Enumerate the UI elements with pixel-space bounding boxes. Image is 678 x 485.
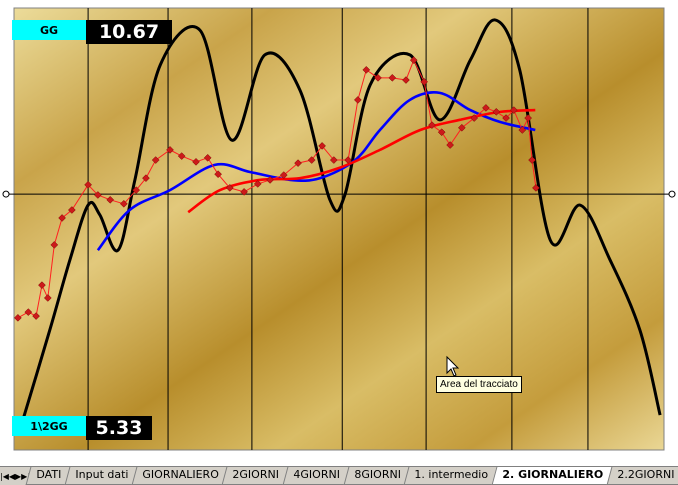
data-point — [84, 180, 92, 189]
indicator-value: 5.33 — [86, 416, 152, 440]
tab-label: GIORNALIERO — [142, 468, 219, 481]
series-line — [96, 91, 536, 252]
tab-label: 2GIORNI — [232, 468, 280, 481]
data-point — [362, 66, 371, 74]
data-point — [132, 186, 141, 194]
data-point — [225, 184, 234, 192]
data-point — [214, 170, 222, 179]
tab-label: 2.2GIORNI — [616, 468, 675, 481]
data-point — [240, 188, 248, 196]
data-point — [374, 73, 382, 82]
tab-label: 2. GIORNALIERO — [502, 468, 603, 481]
data-point — [318, 142, 326, 150]
data-point — [43, 294, 52, 302]
tab-label: 1. intermedio — [414, 468, 489, 481]
data-point — [402, 76, 410, 84]
data-point — [437, 128, 446, 137]
data-point — [532, 184, 540, 192]
tab-label: 4GIORNI — [293, 468, 340, 481]
tooltip: Area del tracciato — [436, 376, 522, 393]
sheet-tab[interactable]: 8GIORNI — [343, 467, 411, 485]
data-point — [344, 156, 352, 164]
series-line — [187, 108, 536, 214]
tab-label: 8GIORNI — [353, 468, 401, 481]
sheet-tabs: |◀ ◀ ▶ ▶| DATI Input dati GIORNALIERO 2GIORNI 4… — [0, 466, 678, 485]
data-point — [307, 156, 316, 164]
data-point — [266, 176, 274, 184]
data-point — [388, 73, 397, 82]
data-point — [32, 312, 40, 320]
data-point — [119, 199, 128, 208]
data-point — [192, 157, 200, 166]
indicator-value: 10.67 — [86, 20, 172, 44]
mouse-cursor — [446, 355, 460, 377]
data-point — [294, 159, 302, 167]
data-point — [524, 114, 533, 122]
data-point — [203, 153, 212, 162]
data-point — [329, 156, 338, 164]
indicator-label: 1\2GG — [12, 416, 86, 436]
data-point — [353, 96, 362, 104]
sheet-tab[interactable]: 2GIORNI — [222, 467, 290, 485]
data-point — [457, 123, 466, 132]
data-point — [38, 281, 46, 289]
axis-handle — [2, 190, 10, 198]
data-point — [518, 126, 527, 134]
data-point — [509, 106, 518, 114]
data-point — [142, 174, 150, 183]
chart — [0, 0, 678, 466]
data-point — [420, 77, 429, 86]
data-point — [428, 121, 436, 129]
plot-area[interactable] — [13, 7, 665, 451]
data-point — [253, 180, 262, 188]
data-point — [482, 104, 490, 112]
data-point — [24, 308, 33, 316]
data-point — [446, 141, 455, 149]
indicator-label: GG — [12, 20, 86, 40]
sheet-tab[interactable]: 1. intermedio — [403, 467, 499, 485]
sheet-tab[interactable]: Input dati — [64, 467, 139, 485]
sheet-tab[interactable]: 2. GIORNALIERO — [491, 467, 613, 485]
data-point — [279, 171, 288, 179]
data-point — [492, 108, 501, 116]
data-point — [409, 56, 418, 65]
sheet-tab[interactable]: GIORNALIERO — [131, 467, 229, 485]
data-point — [470, 114, 479, 122]
data-point — [502, 114, 510, 122]
sheet-tab[interactable]: 2.2GIORNI — [606, 467, 678, 485]
data-point — [50, 241, 59, 249]
data-point — [177, 152, 186, 160]
series-line — [18, 18, 662, 431]
data-point — [14, 313, 22, 322]
data-point — [93, 191, 102, 199]
data-point — [58, 214, 66, 222]
tab-label: Input dati — [75, 468, 129, 481]
data-point — [67, 206, 76, 214]
axis-handle — [668, 190, 676, 198]
data-point — [528, 156, 536, 164]
data-point — [106, 195, 115, 204]
tab-nav[interactable]: |◀ ◀ ▶ ▶| — [0, 471, 31, 481]
sheet-tab[interactable]: 4GIORNI — [282, 467, 350, 485]
tab-label: DATI — [36, 468, 62, 481]
data-point — [166, 146, 174, 154]
data-point — [151, 156, 160, 164]
